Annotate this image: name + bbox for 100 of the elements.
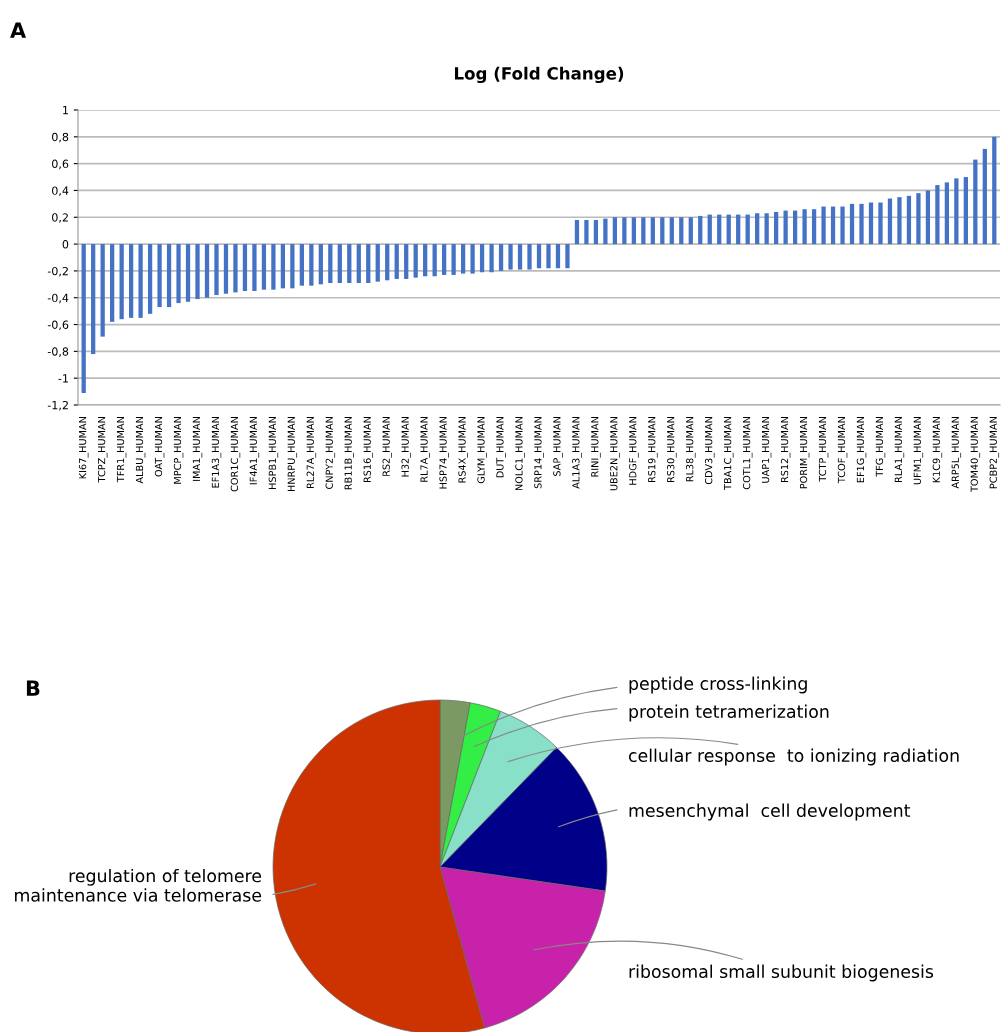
x-tick-label: TFG_HUMAN (875, 417, 886, 477)
bar (906, 195, 912, 245)
bar (840, 206, 845, 245)
bar (290, 244, 295, 289)
bar (337, 244, 342, 283)
slice-label: regulation of telomere maintenance via telomerase (15, 868, 262, 902)
x-tick-label: IMA1_HUMAN (192, 417, 203, 481)
x-tick-label: TFR1_HUMAN (116, 417, 127, 483)
bar (982, 148, 987, 245)
bar (802, 209, 807, 245)
x-tick-label: UFM1_HUMAN (913, 417, 924, 485)
bar (185, 244, 191, 302)
x-tick-label: CDV3_HUMAN (704, 417, 715, 485)
bar (916, 193, 921, 245)
x-tick-label: PCBP2_HUMAN (989, 417, 1000, 489)
bar (489, 244, 494, 273)
bar (717, 214, 722, 245)
x-tick-label: RB11B_HUMAN (344, 417, 354, 490)
x-tick-label: TOM40_HUMAN (970, 417, 981, 493)
bar (242, 244, 248, 292)
bar (460, 244, 466, 274)
bar (233, 244, 238, 293)
bar (878, 202, 883, 245)
bar (100, 244, 105, 337)
x-tick-label: RS4X_HUMAN (458, 417, 468, 483)
bar (849, 203, 855, 245)
bar (593, 219, 599, 245)
bar (707, 214, 712, 245)
x-tick-label: HNRPU_HUMAN (287, 417, 298, 492)
y-tick-label: 0,4 (52, 186, 69, 196)
bar (385, 244, 390, 281)
chart-title: Log (Fold Change) (454, 66, 624, 84)
bar (252, 244, 257, 292)
bar (423, 244, 428, 277)
bar (584, 219, 589, 245)
x-tick-label: RL27A_HUMAN (306, 417, 317, 488)
y-tick-label: 0,6 (52, 159, 69, 170)
x-tick-label: RINI_HUMAN (591, 417, 601, 477)
x-tick-label: COTL1_HUMAN (742, 417, 753, 490)
x-tick-label: ARP5L_HUMAN (951, 417, 962, 489)
y-tick-label: 0 (62, 240, 69, 249)
bar (404, 244, 409, 279)
bar (574, 219, 580, 245)
bar (944, 182, 950, 245)
bar (992, 136, 997, 245)
slice-label: peptide cross-linking (629, 676, 807, 694)
bar (318, 244, 323, 285)
x-tick-label: RL7A_HUMAN (420, 417, 430, 482)
bar (897, 197, 902, 245)
bar (925, 190, 931, 245)
x-tick-label: GLYM_HUMAN (477, 417, 487, 484)
bar (612, 217, 618, 245)
x-tick-label: UBE2N_HUMAN (610, 417, 620, 491)
y-tick-label: 0,8 (52, 132, 69, 143)
y-tick-label: -0,8 (47, 347, 69, 357)
bar (555, 244, 561, 269)
bar (147, 244, 153, 314)
x-tick-label: SAP_HUMAN (553, 417, 563, 476)
bar (631, 217, 636, 245)
bar (394, 244, 399, 279)
bar (935, 185, 940, 245)
bar (783, 210, 788, 245)
bar (204, 244, 210, 298)
bar (821, 206, 826, 245)
text: A (10, 22, 27, 38)
bar (432, 244, 437, 277)
x-tick-label: RS19_HUMAN (648, 417, 658, 483)
y-tick-label: -1,2 (47, 400, 68, 411)
bar (688, 217, 693, 245)
x-tick-label: CNPY2_HUMAN (325, 417, 336, 489)
bar (973, 159, 978, 245)
bar (536, 244, 542, 269)
bar (195, 244, 200, 300)
x-tick-label: RS30_HUMAN (667, 417, 677, 483)
bar (811, 209, 817, 245)
x-tick-label: K1C9_HUMAN (932, 417, 943, 483)
slice-label: mesenchymal cell development (629, 803, 911, 821)
bar (261, 244, 267, 290)
bar (214, 244, 219, 296)
x-tick-label: MPCP_HUMAN (173, 417, 184, 484)
bar (669, 217, 674, 245)
bar (328, 244, 333, 283)
x-tick-label: KI67_HUMAN (78, 417, 89, 479)
bar (91, 244, 96, 355)
x-tick-label: SRP14_HUMAN (534, 417, 544, 489)
slice-label: ribosomal small subunit biogenesis (629, 964, 934, 982)
x-tick-label: HDGF_HUMAN (629, 417, 639, 485)
text: B (26, 680, 40, 696)
bar (442, 244, 447, 275)
bar (81, 244, 86, 393)
bar (176, 244, 181, 304)
y-tick-label: -0,4 (47, 293, 69, 304)
slice-label: cellular response to ionizing radiation (628, 748, 959, 766)
bar (736, 214, 741, 245)
bar (517, 244, 523, 270)
x-tick-label: RS16_HUMAN (363, 417, 374, 483)
x-tick-label: TBA1C_HUMAN (723, 417, 734, 490)
bar (157, 244, 162, 308)
bar (830, 206, 836, 245)
x-tick-label: ALBU_HUMAN (135, 417, 146, 484)
